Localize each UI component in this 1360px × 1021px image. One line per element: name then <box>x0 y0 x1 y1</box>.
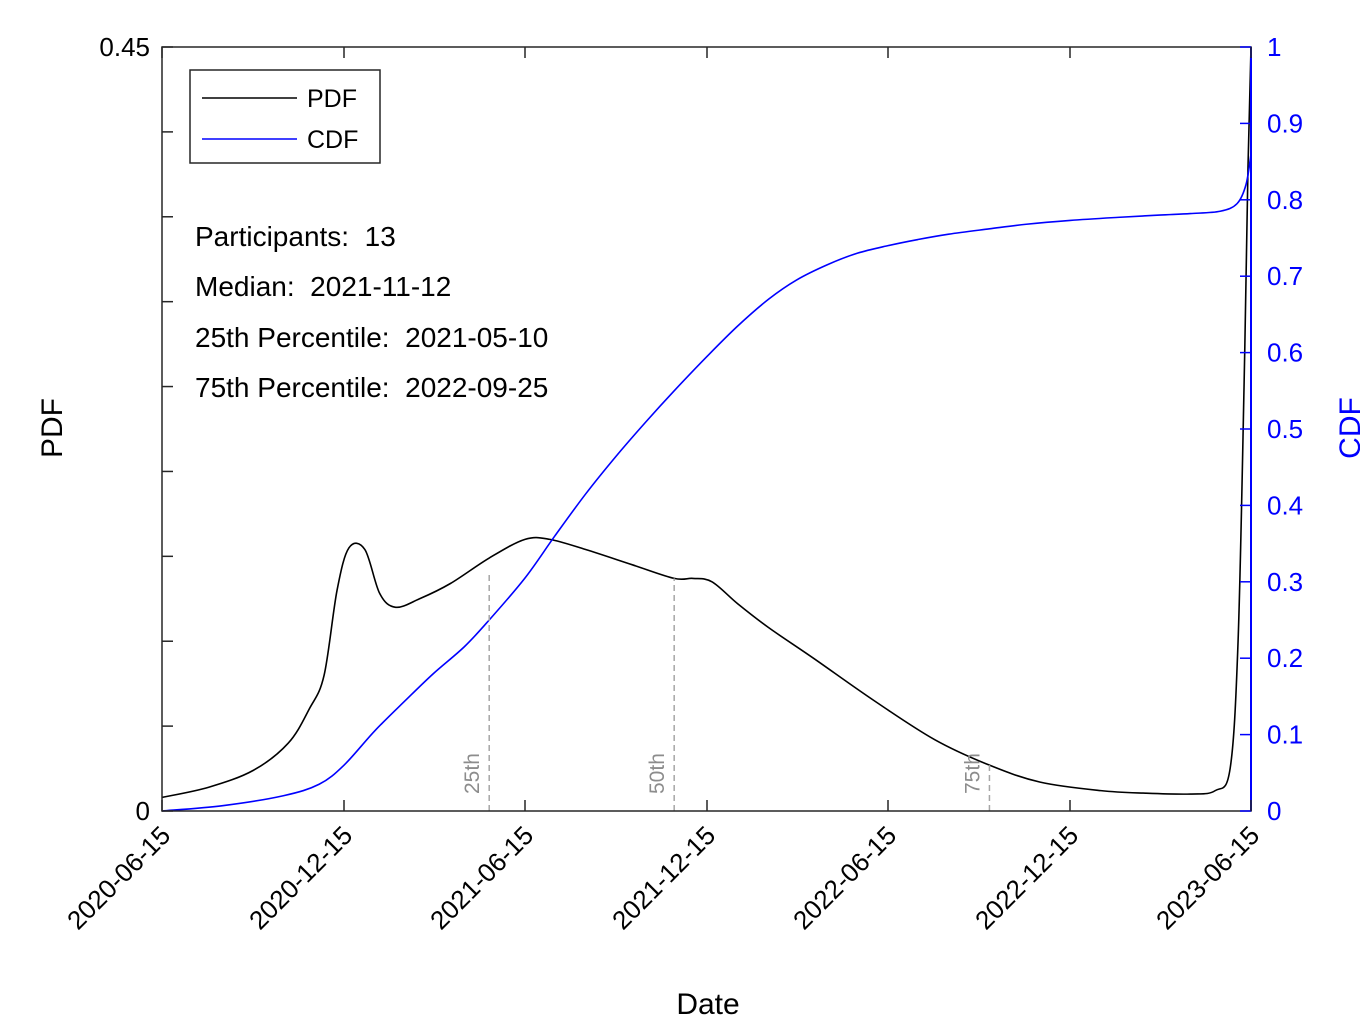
y-axis-left-label: PDF <box>36 398 69 458</box>
y-right-tick-label: 1 <box>1267 32 1281 62</box>
left-axis-ticks: 00.45 <box>99 32 173 826</box>
y-right-tick-label: 0.4 <box>1267 490 1303 520</box>
percentile-label-25th: 25th <box>461 753 484 794</box>
y-left-tick-label: 0 <box>136 796 150 826</box>
percentile-label-75th: 75th <box>961 753 984 794</box>
x-axis-ticks: 2020-06-15 2020-12-15 2021-06-15 2021-12-15… <box>61 47 1265 935</box>
legend: PDF CDF <box>189 69 381 164</box>
x-tick-label: 2022-06-15 <box>787 820 902 935</box>
x-tick-label: 2022-12-15 <box>969 820 1084 935</box>
y-right-tick-label: 0.7 <box>1267 261 1303 291</box>
stats-annotation: Participants: 13 Median: 2021-11-12 25th… <box>195 221 548 403</box>
legend-box <box>189 69 381 164</box>
y-right-tick-label: 0 <box>1267 796 1281 826</box>
stats-median: Median: 2021-11-12 <box>195 271 451 302</box>
x-tick-label: 2021-12-15 <box>606 820 721 935</box>
legend-cdf-label: CDF <box>307 126 358 154</box>
series-line-pdf <box>161 46 1252 799</box>
stats-25th-percentile: 25th Percentile: 2021-05-10 <box>195 322 548 353</box>
x-tick-label: 2021-06-15 <box>424 820 539 935</box>
stats-participants: Participants: 13 <box>195 221 396 252</box>
x-tick-label: 2020-12-15 <box>243 820 358 935</box>
right-axis-ticks: 0 0.1 0.2 0.3 0.4 0.5 0.6 0.7 0.8 0.9 1 <box>1240 32 1303 826</box>
x-tick-label: 2023-06-15 <box>1150 820 1265 935</box>
y-left-tick-label: 0.45 <box>99 32 150 62</box>
y-right-tick-label: 0.2 <box>1267 643 1303 673</box>
y-right-tick-label: 0.3 <box>1267 567 1303 597</box>
legend-pdf-label: PDF <box>307 85 357 113</box>
y-right-tick-label: 0.5 <box>1267 414 1303 444</box>
stats-75th-percentile: 75th Percentile: 2022-09-25 <box>195 372 548 403</box>
x-tick-label: 2020-06-15 <box>61 820 176 935</box>
y-axis-right-label: CDF <box>1334 397 1360 459</box>
percentile-markers: 25th 50th 75th <box>461 571 991 811</box>
y-right-tick-label: 0.1 <box>1267 720 1303 750</box>
y-right-tick-label: 0.9 <box>1267 108 1303 138</box>
series-layer <box>161 46 1252 812</box>
percentile-label-50th: 50th <box>646 753 669 794</box>
series-line-cdf <box>161 153 1252 812</box>
x-axis-label: Date <box>676 988 739 1021</box>
y-right-tick-label: 0.6 <box>1267 338 1303 368</box>
y-right-tick-label: 0.8 <box>1267 185 1303 215</box>
